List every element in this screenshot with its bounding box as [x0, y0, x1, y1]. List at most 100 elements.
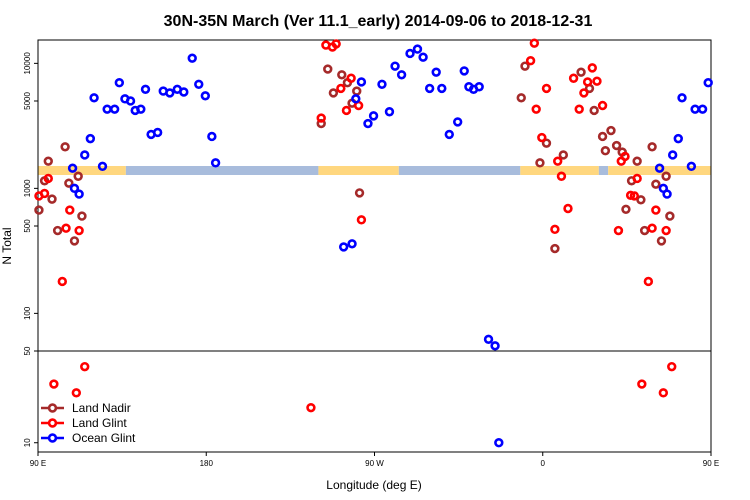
- data-point: [200, 91, 211, 101]
- data-point: [529, 38, 540, 48]
- data-point: [582, 77, 593, 87]
- data-point: [114, 78, 125, 88]
- data-point: [390, 61, 400, 71]
- series-ocean-glint: [67, 44, 713, 448]
- data-point: [77, 211, 87, 221]
- data-point: [140, 84, 151, 95]
- data-point: [412, 44, 423, 54]
- data-point: [347, 239, 357, 249]
- data-point: [356, 77, 367, 87]
- plot-frame: [37, 39, 712, 453]
- data-point: [656, 236, 667, 246]
- data-point: [74, 225, 84, 236]
- data-point: [431, 67, 441, 77]
- legend-label: Ocean Glint: [72, 431, 136, 445]
- series-land-nadir: [34, 61, 675, 254]
- x-tick-label: 90 E: [703, 459, 719, 468]
- data-point: [576, 67, 586, 77]
- x-tick-label: 90 E: [30, 459, 46, 468]
- data-point: [69, 236, 80, 246]
- x-tick-label: 90 W: [365, 459, 384, 468]
- data-point: [97, 161, 108, 172]
- data-point: [136, 104, 146, 114]
- data-point: [558, 150, 569, 160]
- data-point: [89, 93, 99, 103]
- mask-segment-ocean: [398, 166, 521, 175]
- data-point: [629, 191, 640, 201]
- data-point: [65, 205, 75, 215]
- data-point: [80, 361, 90, 372]
- data-point: [444, 129, 454, 140]
- data-point: [187, 53, 197, 63]
- data-point: [703, 78, 713, 88]
- data-point: [667, 361, 677, 372]
- land-ocean-mask: [38, 166, 711, 175]
- y-tick-label: 500: [23, 219, 32, 233]
- mask-segment-ocean: [598, 166, 609, 175]
- data-point: [661, 171, 671, 181]
- data-point: [341, 105, 352, 116]
- data-point: [697, 104, 708, 114]
- data-point: [556, 171, 567, 181]
- legend-marker: [47, 418, 58, 428]
- data-point: [64, 178, 74, 188]
- data-point: [437, 83, 447, 94]
- data-point: [579, 88, 589, 98]
- data-point: [125, 96, 136, 106]
- data-point: [85, 133, 96, 144]
- data-point: [647, 223, 657, 233]
- series-land-glint: [34, 38, 677, 413]
- data-point: [537, 132, 547, 143]
- data-point: [589, 105, 599, 116]
- data-point: [665, 211, 675, 221]
- data-point: [587, 63, 597, 73]
- data-point: [516, 93, 526, 103]
- data-point: [673, 133, 683, 144]
- y-tick-label: 10000: [23, 52, 32, 75]
- data-point: [43, 173, 53, 184]
- legend-marker: [47, 403, 58, 413]
- data-point: [165, 88, 175, 98]
- data-point: [352, 86, 362, 96]
- chart-title: 30N-35N March (Ver 11.1_early) 2014-09-0…: [164, 13, 593, 30]
- data-point: [49, 379, 59, 389]
- data-point: [541, 138, 552, 148]
- data-point: [384, 107, 395, 117]
- data-point: [667, 150, 678, 160]
- data-point: [152, 127, 163, 138]
- data-point: [109, 104, 120, 114]
- data-point: [662, 189, 672, 199]
- data-point: [323, 64, 333, 74]
- data-point: [636, 195, 646, 205]
- y-tick-label: 10: [23, 438, 32, 447]
- data-point: [620, 151, 630, 162]
- x-tick-label: 0: [541, 459, 546, 468]
- data-point: [661, 225, 671, 236]
- data-point: [34, 205, 44, 215]
- data-point: [377, 79, 387, 89]
- data-point: [418, 52, 428, 62]
- data-point: [73, 171, 83, 181]
- data-point: [574, 104, 584, 114]
- data-point: [606, 125, 616, 136]
- data-point: [316, 113, 326, 123]
- data-point: [637, 379, 647, 389]
- data-point: [331, 39, 341, 49]
- data-point: [52, 225, 63, 236]
- legend-marker: [47, 433, 58, 443]
- data-point: [47, 194, 57, 204]
- data-point: [647, 142, 657, 152]
- data-point: [337, 70, 347, 80]
- mask-segment-land: [38, 166, 126, 175]
- data-point: [424, 83, 435, 94]
- data-point: [525, 56, 536, 66]
- data-point: [452, 117, 463, 127]
- data-point: [632, 173, 642, 184]
- data-point: [194, 79, 204, 89]
- y-axis-label: N Total: [0, 227, 14, 264]
- data-point: [57, 276, 68, 287]
- data-point: [677, 93, 687, 103]
- data-point: [531, 104, 541, 114]
